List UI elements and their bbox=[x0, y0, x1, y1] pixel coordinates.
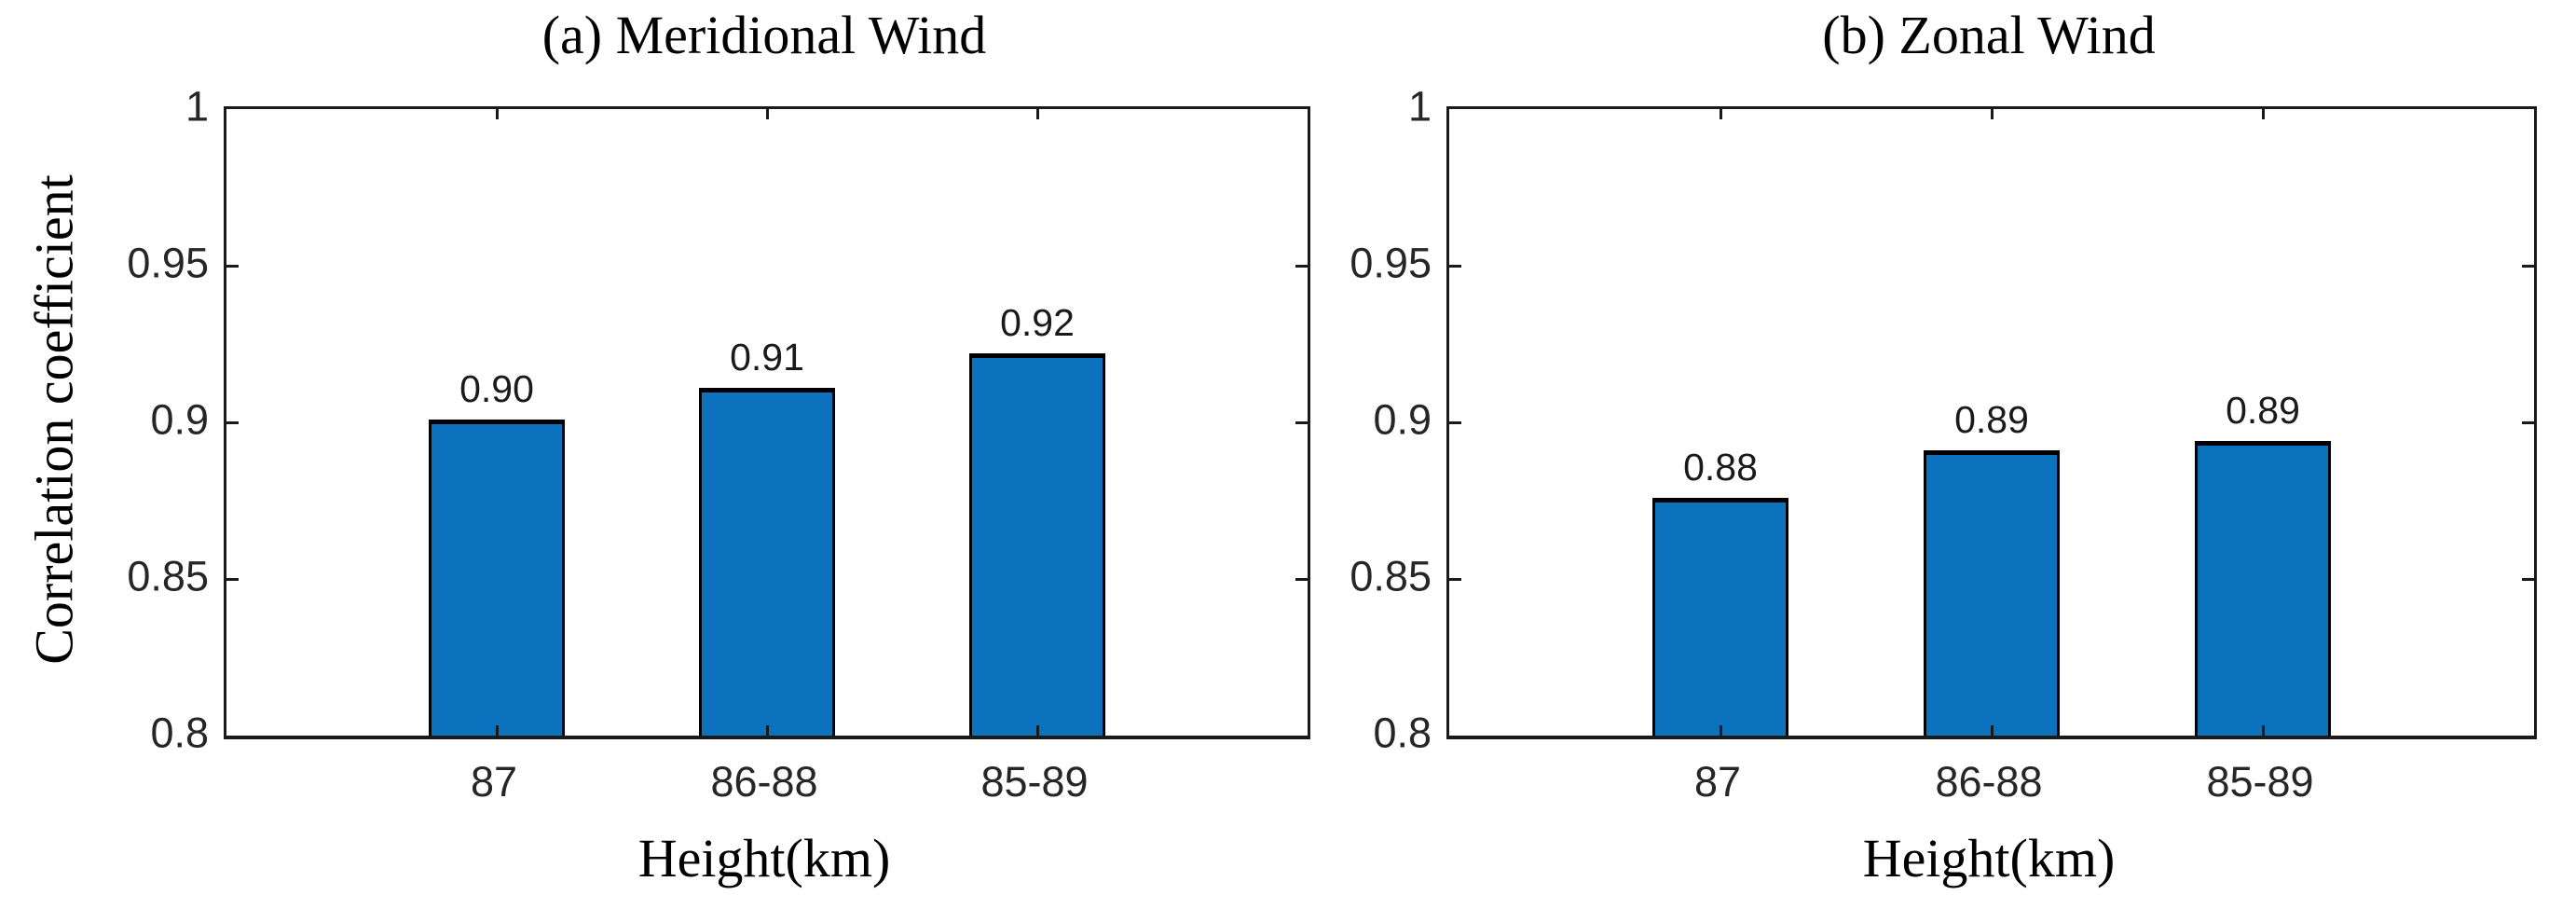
bar-value-label: 0.89 bbox=[1954, 398, 2029, 441]
bar-value-label: 0.89 bbox=[2226, 389, 2300, 432]
bar-b-86-88 bbox=[1924, 450, 2060, 736]
y-tick-label: 1 bbox=[185, 82, 209, 131]
y-tick-label: 0.9 bbox=[150, 395, 209, 444]
bar-value-label: 0.92 bbox=[1000, 301, 1075, 344]
x-tick-label: 85-89 bbox=[2206, 758, 2314, 806]
y-tick-label: 0.85 bbox=[127, 552, 209, 600]
bar-a-86-88 bbox=[699, 388, 835, 736]
y-tick-label: 1 bbox=[1407, 82, 1432, 131]
y-tick-label: 0.9 bbox=[1373, 395, 1432, 444]
panel-b-title: (b) Zonal Wind bbox=[1822, 5, 2156, 65]
bar-a-85-89 bbox=[969, 353, 1105, 736]
x-tick-bottom bbox=[766, 725, 769, 736]
y-tick-left bbox=[226, 578, 239, 581]
x-tick-bottom bbox=[1991, 725, 1994, 736]
bar-b-87 bbox=[1652, 498, 1788, 736]
y-tick-label: 0.8 bbox=[1373, 709, 1432, 757]
x-tick-top bbox=[766, 109, 769, 119]
x-tick-label: 86-88 bbox=[710, 758, 818, 806]
bar-value-label: 0.91 bbox=[730, 336, 804, 379]
x-tick-top bbox=[1036, 109, 1039, 119]
y-tick-right bbox=[2522, 265, 2534, 268]
y-tick-left bbox=[1449, 421, 1461, 424]
x-tick-label: 86-88 bbox=[1935, 758, 2043, 806]
panel-b-x-axis-label: Height(km) bbox=[1862, 828, 2116, 888]
x-tick-bottom bbox=[1720, 725, 1722, 736]
bar-value-label: 0.90 bbox=[459, 367, 534, 410]
x-tick-bottom bbox=[2262, 725, 2265, 736]
x-tick-bottom bbox=[1036, 725, 1039, 736]
y-tick-right bbox=[2522, 421, 2534, 424]
y-tick-right bbox=[1295, 578, 1308, 581]
y-tick-label: 0.95 bbox=[1350, 239, 1432, 287]
panel-a-plot-area: 0.90 0.91 0.92 bbox=[224, 106, 1310, 739]
panel-a-x-axis-label: Height(km) bbox=[637, 828, 891, 888]
y-tick-label: 0.8 bbox=[150, 709, 209, 757]
x-tick-bottom bbox=[496, 725, 499, 736]
x-tick-top bbox=[1720, 109, 1722, 119]
y-tick-right bbox=[1295, 421, 1308, 424]
y-tick-left bbox=[1449, 265, 1461, 268]
x-tick-top bbox=[496, 109, 499, 119]
y-tick-left bbox=[1449, 578, 1461, 581]
x-tick-top bbox=[2262, 109, 2265, 119]
x-tick-label: 87 bbox=[470, 758, 518, 806]
panel-a-title: (a) Meridional Wind bbox=[541, 5, 987, 65]
x-tick-top bbox=[1991, 109, 1994, 119]
y-tick-left bbox=[226, 421, 239, 424]
bar-value-label: 0.88 bbox=[1683, 446, 1758, 489]
y-tick-right bbox=[1295, 265, 1308, 268]
bar-b-85-89 bbox=[2195, 441, 2331, 736]
x-tick-label: 87 bbox=[1693, 758, 1742, 806]
bar-a-87 bbox=[429, 420, 565, 736]
y-tick-right bbox=[2522, 578, 2534, 581]
x-tick-label: 85-89 bbox=[980, 758, 1089, 806]
y-tick-label: 0.85 bbox=[1350, 552, 1432, 600]
y-tick-left bbox=[226, 265, 239, 268]
panel-b-plot-area: 0.88 0.89 0.89 bbox=[1446, 106, 2537, 739]
y-tick-label: 0.95 bbox=[127, 239, 209, 287]
